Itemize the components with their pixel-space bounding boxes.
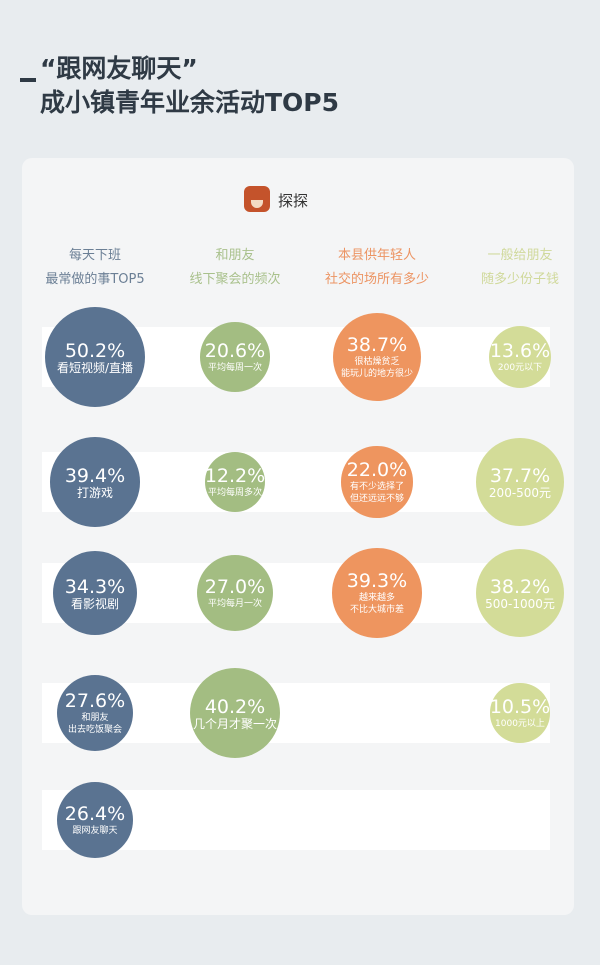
bubble: 38.7% 很枯燥贫乏 能玩儿的地方很少	[332, 312, 422, 402]
bubble: 39.4% 打游戏	[50, 437, 140, 527]
column-header-line: 社交的场所有多少	[324, 272, 429, 287]
title-line-1: “跟网友聊天”	[40, 54, 198, 83]
bubble-label: 200-500元	[488, 485, 552, 500]
column-header-line: 本县供年轻人	[337, 248, 416, 263]
column-header-line: 一般给朋友	[487, 248, 553, 263]
bubble-label: 500-1000元	[485, 596, 555, 611]
brand-name: 探探	[278, 192, 309, 210]
bubble-value: 50.2%	[64, 339, 126, 362]
bubble-label: 平均每月一次	[207, 598, 262, 609]
bubble-label: 1000元以上	[495, 718, 545, 729]
bubble-value: 40.2%	[204, 695, 266, 718]
bubble-label: 平均每周一次	[207, 362, 262, 373]
bubble: 10.5% 1000元以上	[489, 683, 551, 743]
bubble-label: 越来越多	[358, 592, 395, 603]
bubble-value: 38.2%	[489, 575, 551, 598]
column-header-line: 和朋友	[215, 248, 255, 263]
bubble-label: 有不少选择了	[349, 481, 404, 492]
bubble: 22.0% 有不少选择了 但还远远不够	[341, 446, 413, 518]
bubble-value: 22.0%	[346, 458, 408, 481]
bubble-label: 但还远远不够	[349, 493, 404, 504]
bubble-label: 和朋友	[81, 712, 109, 723]
bubble-label: 看影视剧	[70, 596, 119, 611]
column-header: 每天下班最常做的事TOP5	[25, 244, 165, 292]
column-header-line: 每天下班	[68, 248, 121, 263]
column-header-line: 最常做的事TOP5	[45, 272, 145, 287]
bubble-value: 20.6%	[204, 339, 266, 362]
bubble-value: 10.5%	[489, 695, 551, 718]
column-header: 本县供年轻人 社交的场所有多少	[307, 244, 447, 292]
bubble: 38.2% 500-1000元	[475, 548, 565, 638]
bubble: 50.2% 看短视频/直播	[44, 306, 146, 408]
title-line-2: 成小镇青年业余活动TOP5	[40, 88, 340, 117]
bubble: 40.2% 几个月才聚一次	[189, 667, 281, 759]
page-title: “跟网友聊天” 成小镇青年业余活动TOP5	[40, 52, 339, 120]
bubble: 27.0% 平均每月一次	[196, 554, 274, 632]
bubble-value: 26.4%	[64, 802, 126, 825]
column-header-line: 随多少份子钱	[480, 272, 559, 287]
bubble: 39.3% 越来越多 不比大城市差	[332, 548, 422, 638]
bubble-label: 平均每周多次	[207, 487, 262, 498]
bubble-label: 不比大城市差	[349, 604, 404, 615]
bubble: 12.2% 平均每周多次	[204, 451, 266, 513]
bubble: 37.7% 200-500元	[476, 438, 564, 526]
tantan-logo-icon	[244, 186, 270, 212]
bubble-value: 12.2%	[204, 464, 266, 487]
bubble-value: 27.6%	[64, 689, 126, 712]
bubble-value: 27.0%	[204, 575, 266, 598]
bubble-label: 出去吃饭聚会	[67, 724, 122, 735]
bubble-label: 能玩儿的地方很少	[340, 368, 413, 379]
column-header: 一般给朋友随多少份子钱	[450, 244, 590, 292]
bubble-value: 13.6%	[489, 339, 551, 362]
bubble: 20.6% 平均每周一次	[200, 322, 270, 392]
title-dash	[20, 78, 36, 82]
column-header: 和朋友线下聚会的频次	[165, 244, 305, 292]
bubble-value: 38.7%	[346, 333, 408, 356]
bubble-label: 打游戏	[76, 485, 113, 500]
bubble-label: 几个月才聚一次	[192, 716, 277, 731]
bubble: 34.3% 看影视剧	[52, 550, 137, 635]
bubble: 26.4% 跟网友聊天	[57, 782, 133, 858]
bubble: 13.6% 200元以下	[488, 325, 552, 389]
bubble-label: 很枯燥贫乏	[354, 356, 400, 367]
bubble-value: 39.4%	[64, 464, 126, 487]
bubble-value: 39.3%	[346, 569, 408, 592]
bubble: 27.6% 和朋友 出去吃饭聚会	[56, 674, 134, 752]
bubble-label: 看短视频/直播	[56, 360, 134, 375]
bubble-label: 跟网友聊天	[72, 825, 118, 836]
bubble-value: 37.7%	[489, 464, 551, 487]
bubble-label: 200元以下	[497, 362, 543, 373]
column-header-line: 线下聚会的频次	[189, 272, 281, 287]
bubble-value: 34.3%	[64, 575, 126, 598]
